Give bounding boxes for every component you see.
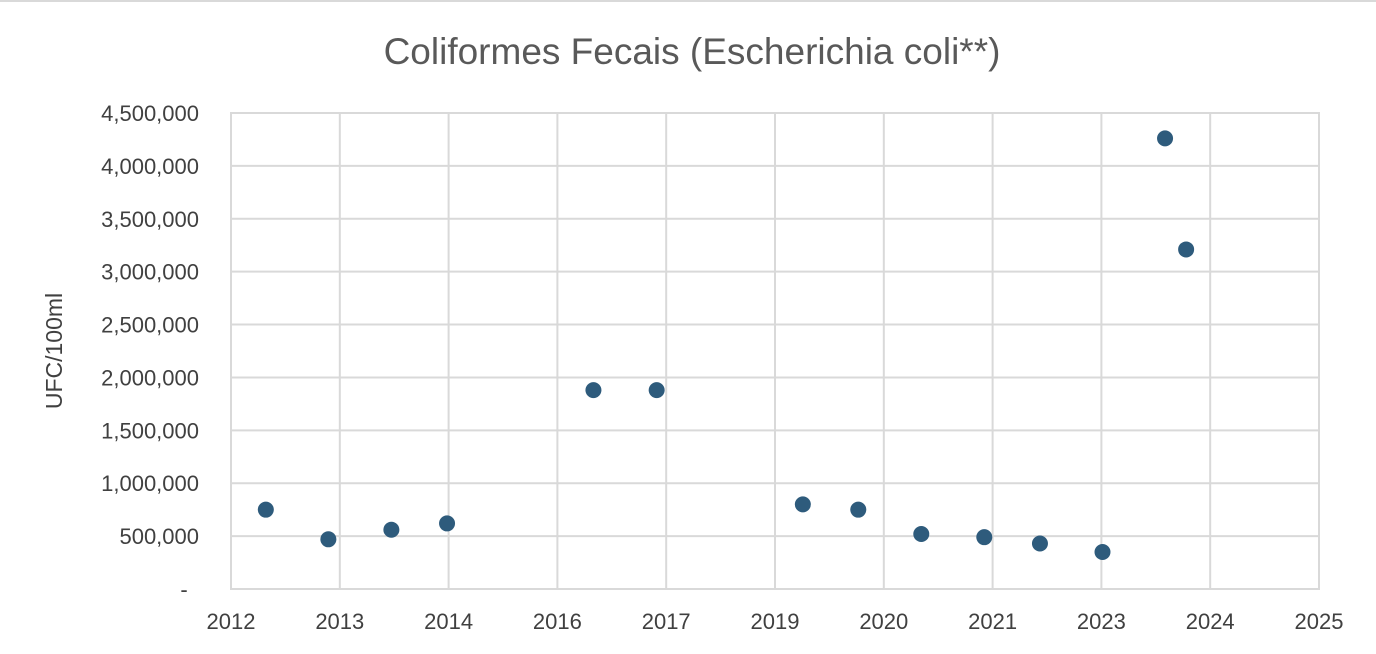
data-point — [913, 525, 930, 542]
y-tick-label: 1,500,000 — [101, 418, 199, 443]
y-tick-label: 500,000 — [119, 524, 199, 549]
data-point — [320, 531, 337, 548]
y-tick-label: 2,500,000 — [101, 313, 199, 338]
x-tick-label: 2012 — [207, 609, 256, 634]
y-tick-label: - — [180, 577, 187, 602]
grid — [230, 112, 1320, 590]
y-axis-ticks: - 500,000 1,000,000 1,500,000 2,000,000 2,500… — [101, 101, 199, 602]
x-axis-ticks: 2012 2013 2014 2016 2017 2019 2020 2021 2023 2024… — [207, 609, 1344, 634]
y-tick-label: 1,000,000 — [101, 471, 199, 496]
data-point — [1031, 535, 1048, 552]
x-tick-label: 2013 — [315, 609, 364, 634]
chart-title: Coliformes Fecais (Escherichia coli**) — [384, 31, 1001, 72]
x-tick-label: 2017 — [642, 609, 691, 634]
data-point — [1178, 241, 1195, 258]
y-axis-label: UFC/100ml — [41, 293, 67, 409]
y-tick-label: 3,500,000 — [101, 207, 199, 232]
plot-area — [230, 112, 1320, 590]
x-tick-label: 2024 — [1186, 609, 1235, 634]
x-tick-label: 2020 — [859, 609, 908, 634]
x-tick-label: 2025 — [1295, 609, 1344, 634]
data-point — [850, 501, 867, 518]
data-point — [585, 382, 602, 399]
data-point — [794, 496, 811, 513]
x-tick-label: 2021 — [968, 609, 1017, 634]
y-tick-label: 3,000,000 — [101, 260, 199, 285]
data-point — [257, 501, 274, 518]
top-divider — [0, 0, 1376, 2]
y-tick-label: 2,000,000 — [101, 365, 199, 390]
data-point — [648, 382, 665, 399]
x-tick-label: 2016 — [533, 609, 582, 634]
data-points — [257, 130, 1195, 560]
x-tick-label: 2023 — [1077, 609, 1126, 634]
y-tick-label: 4,000,000 — [101, 154, 199, 179]
data-point — [1157, 130, 1174, 147]
data-point — [383, 521, 400, 538]
data-point — [976, 529, 993, 546]
y-tick-label: 4,500,000 — [101, 101, 199, 126]
data-point — [439, 515, 456, 532]
x-tick-label: 2014 — [424, 609, 473, 634]
x-tick-label: 2019 — [751, 609, 800, 634]
data-point — [1094, 543, 1111, 560]
